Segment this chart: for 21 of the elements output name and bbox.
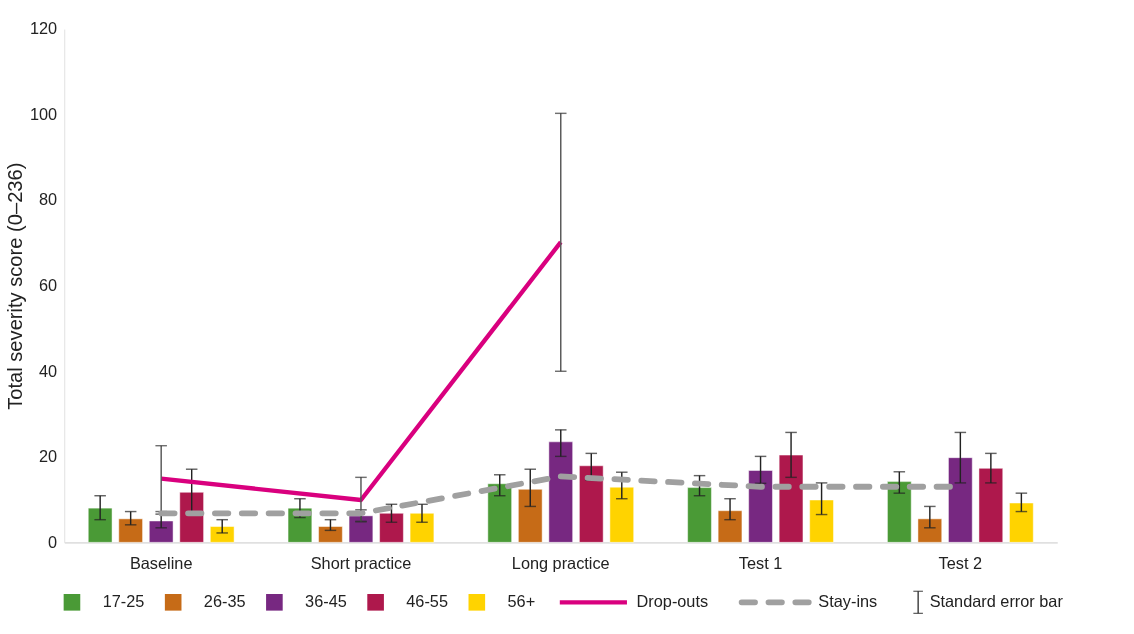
x-tick-label: Long practice xyxy=(511,553,610,572)
x-tick-label: Test 1 xyxy=(738,553,783,572)
y-tick-label: 100 xyxy=(29,104,58,123)
y-tick-label: 0 xyxy=(48,532,58,551)
legend-label: 17-25 xyxy=(102,592,145,611)
text: Standard error bar xyxy=(929,592,1064,611)
x-tick-label: Test 2 xyxy=(938,553,983,572)
legend-label: Drop-outs xyxy=(636,592,709,611)
y-tick-label: 20 xyxy=(38,447,58,466)
y-tick-label: 40 xyxy=(38,361,58,380)
legend-label: Stay-ins xyxy=(818,592,878,611)
y-tick-label: 60 xyxy=(38,275,58,294)
x-tick-label: Baseline xyxy=(129,553,193,572)
y-tick-label: 80 xyxy=(38,190,58,209)
legend-label: 26-35 xyxy=(203,592,246,611)
legend-label: 36-45 xyxy=(305,592,347,611)
y-tick-label: 120 xyxy=(29,19,58,38)
legend-label: 56+ xyxy=(507,592,536,611)
y-axis-title: Total severity score (0–236) xyxy=(4,162,27,410)
legend-label: 46-55 xyxy=(406,592,448,611)
x-tick-label: Short practice xyxy=(310,553,412,572)
